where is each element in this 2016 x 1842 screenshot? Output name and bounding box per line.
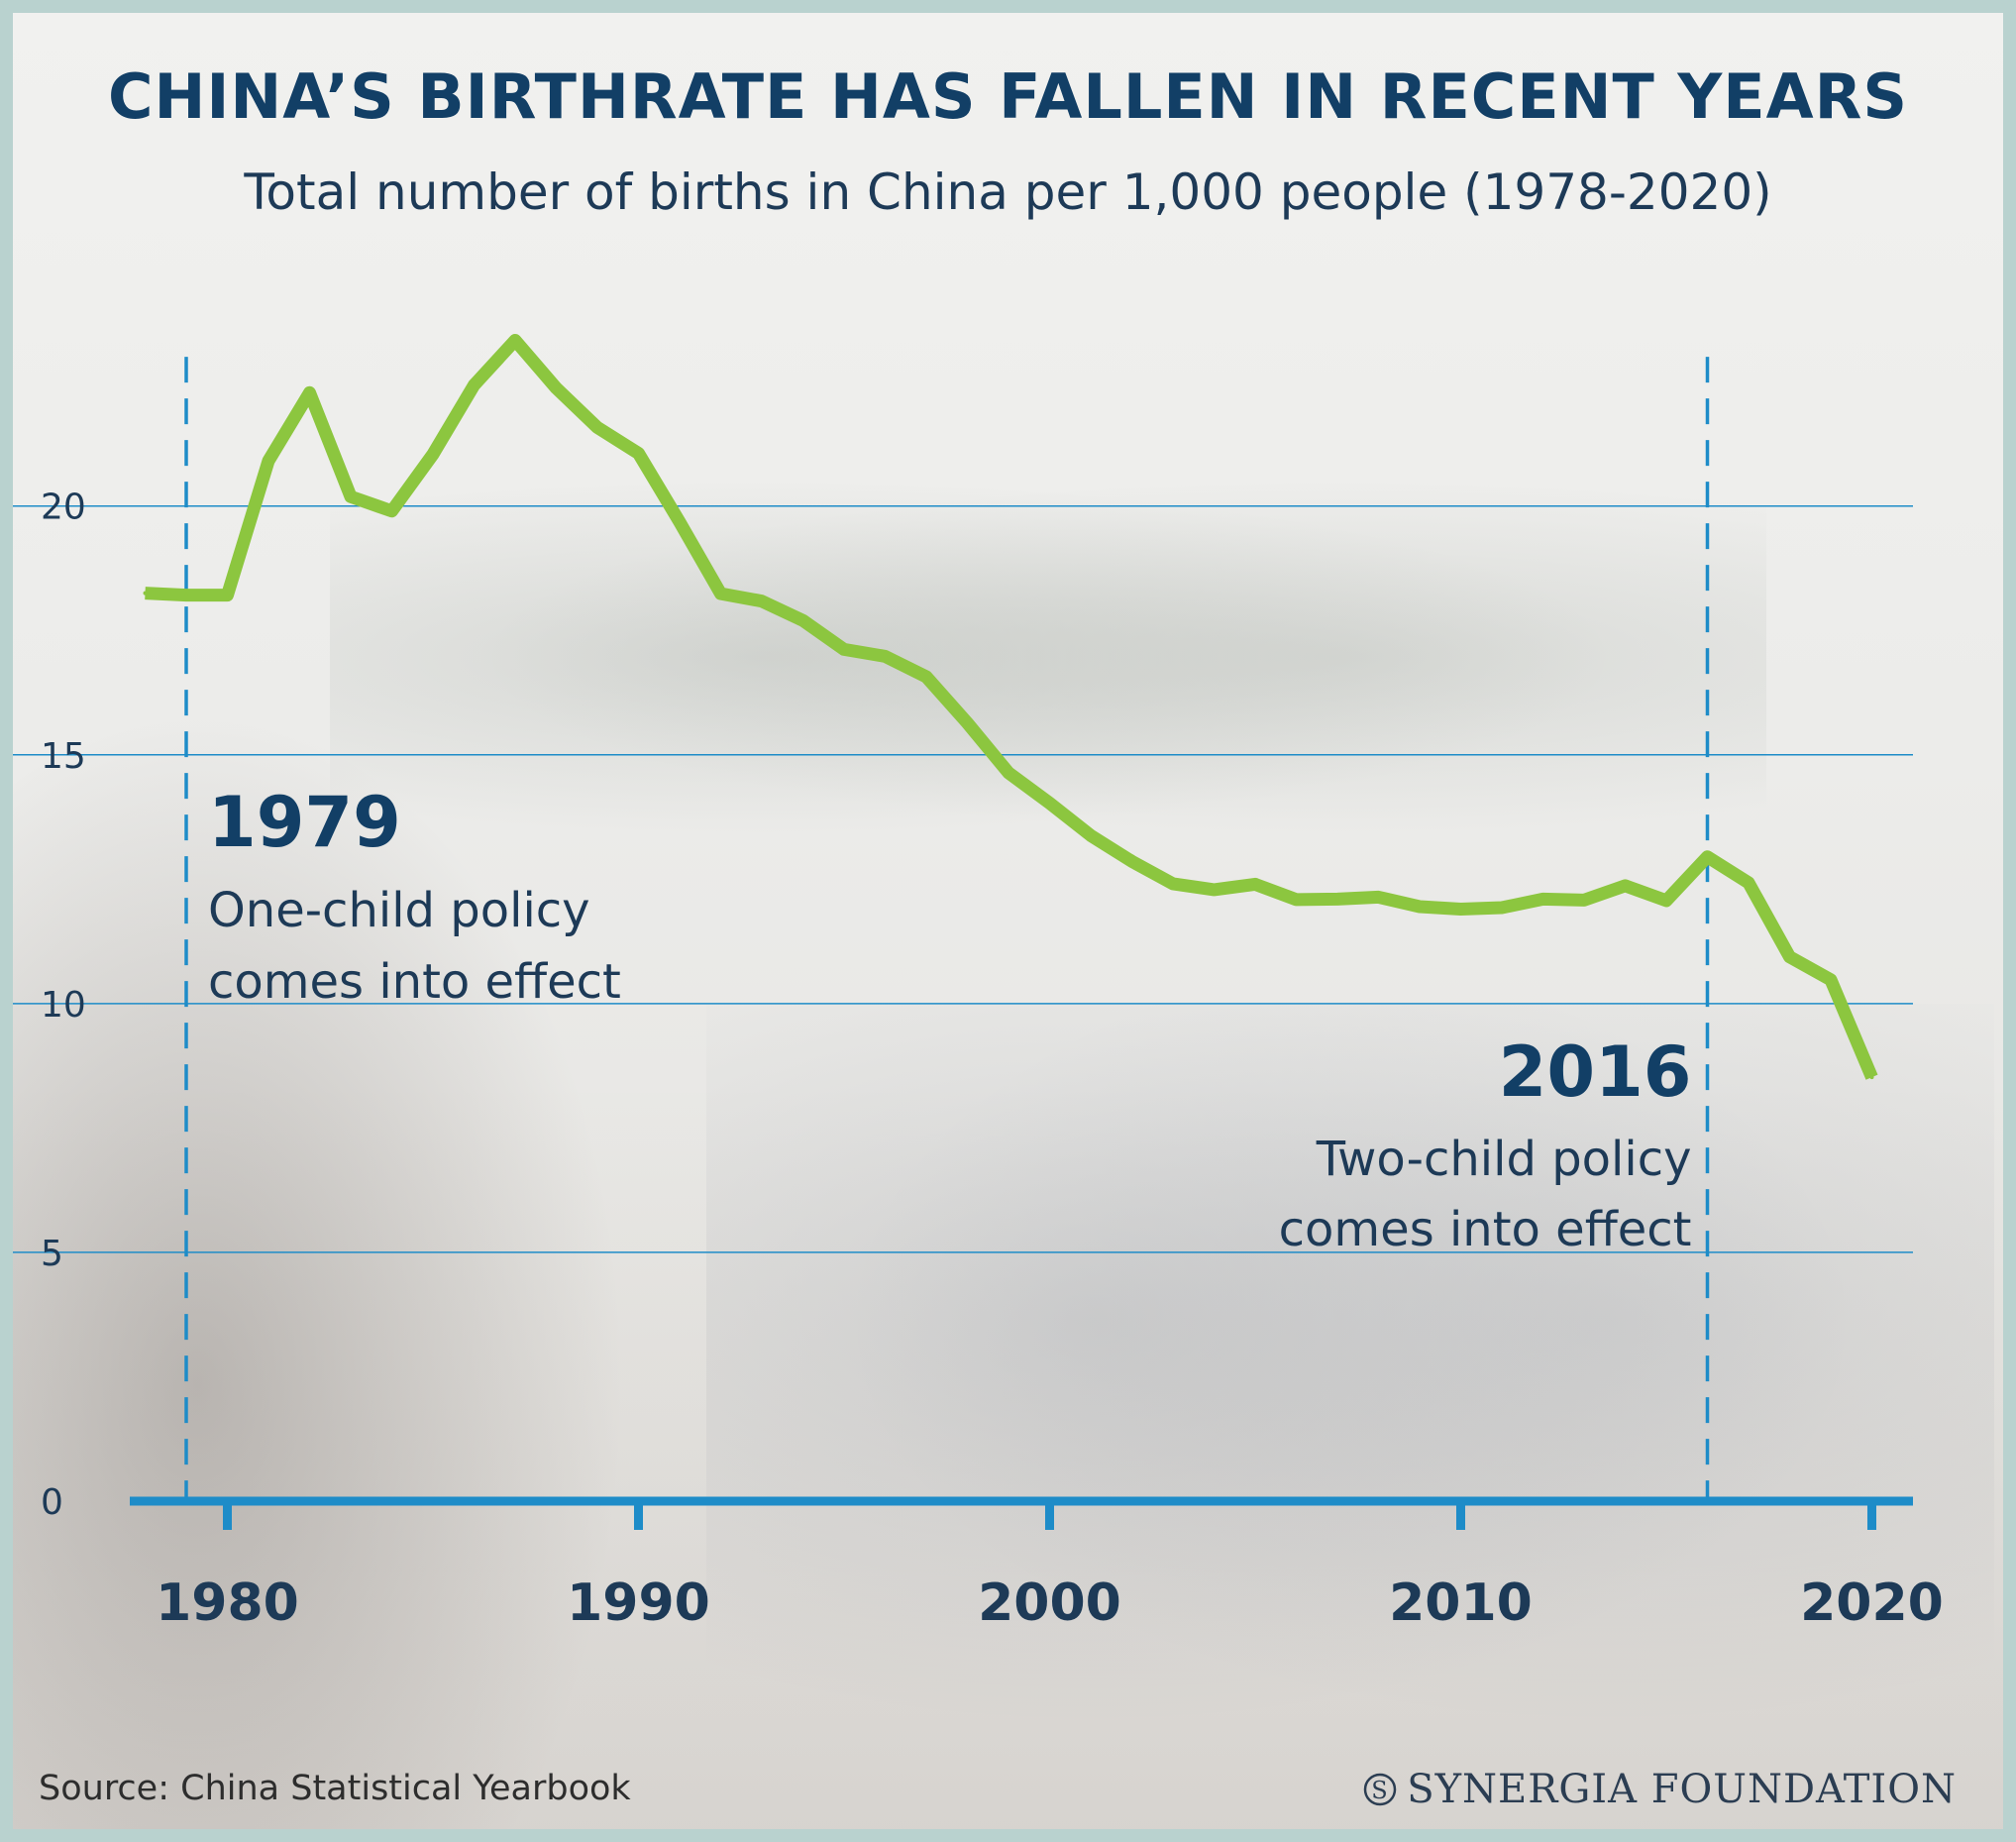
data-point-2010	[1458, 907, 1463, 912]
data-point-2001	[1089, 833, 1093, 838]
data-point-2016	[1705, 854, 1710, 859]
data-point-1980	[225, 593, 230, 597]
data-point-2015	[1664, 898, 1668, 903]
data-point-1978	[143, 591, 148, 596]
x-tick-label-1980: 1980	[156, 1573, 299, 1633]
data-point-2020	[1869, 1075, 1874, 1080]
data-point-1996	[883, 654, 888, 659]
data-point-1981	[266, 459, 270, 464]
data-point-2004	[1212, 887, 1217, 892]
source-note: Source: China Statistical Yearbook	[39, 1769, 631, 1808]
data-point-2003	[1171, 881, 1175, 886]
data-point-1997	[924, 674, 928, 679]
data-point-2000	[1047, 801, 1052, 806]
data-point-1993	[760, 598, 764, 603]
data-point-2006	[1294, 897, 1299, 902]
y-tick-label-10: 10	[41, 985, 86, 1026]
annotation-text-2016-1: Two-child policy	[1316, 1132, 1692, 1187]
x-tick-label-1990: 1990	[567, 1573, 710, 1633]
data-point-2009	[1418, 904, 1422, 909]
data-point-1988	[554, 385, 559, 390]
data-point-1998	[965, 720, 970, 725]
data-point-2013	[1582, 898, 1586, 903]
annotation-year-2016: 2016	[1499, 1031, 1692, 1113]
data-point-2008	[1376, 895, 1381, 900]
infographic-frame: CHINA’S BIRTHRATE HAS FALLEN IN RECENT Y…	[13, 13, 2003, 1829]
brand-mark: S SYNERGIA FOUNDATION	[1363, 1767, 1957, 1812]
data-point-2019	[1829, 977, 1833, 982]
data-point-1986	[472, 382, 477, 387]
brand-name: SYNERGIA FOUNDATION	[1407, 1767, 1957, 1812]
data-point-2011	[1500, 905, 1504, 910]
synergia-logo-icon: S	[1363, 1773, 1397, 1806]
x-tick-label-2010: 2010	[1389, 1573, 1533, 1633]
data-point-1987	[513, 338, 517, 343]
data-point-2012	[1540, 897, 1545, 902]
y-tick-label-0: 0	[41, 1482, 63, 1523]
y-tick-label-15: 15	[41, 736, 86, 777]
annotation-year-1979: 1979	[208, 782, 401, 863]
annotation-text-1979-2: comes into effect	[208, 954, 621, 1010]
x-tick-label-2000: 2000	[978, 1573, 1121, 1633]
data-point-1984	[389, 508, 394, 513]
data-point-2005	[1253, 882, 1257, 887]
data-point-2017	[1747, 880, 1751, 885]
data-point-2014	[1623, 883, 1628, 888]
data-point-2002	[1129, 859, 1134, 864]
data-point-1979	[184, 593, 188, 597]
birthrate-line-chart: 0 5 10 15 20 1980 1990 2000 2010 2020 1979 One-chil…	[13, 334, 1944, 1633]
data-point-2018	[1787, 954, 1792, 959]
chart-subtitle: Total number of births in China per 1,00…	[244, 163, 1772, 221]
data-point-1994	[800, 618, 805, 623]
y-tick-label-5: 5	[41, 1234, 63, 1274]
data-point-1983	[349, 494, 353, 499]
data-point-1995	[842, 647, 846, 652]
data-point-2007	[1335, 897, 1339, 902]
data-point-1989	[595, 425, 599, 430]
data-point-1985	[431, 452, 435, 457]
x-tick-label-2020: 2020	[1800, 1573, 1944, 1633]
chart-title: CHINA’S BIRTHRATE HAS FALLEN IN RECENT Y…	[107, 60, 1909, 133]
data-point-1990	[636, 451, 641, 456]
data-point-1999	[1007, 770, 1010, 775]
annotation-text-2016-2: comes into effect	[1279, 1202, 1692, 1257]
data-point-1992	[718, 592, 723, 596]
data-point-1982	[307, 390, 312, 395]
annotation-text-1979-1: One-child policy	[208, 883, 590, 938]
svg-text:S: S	[1371, 1777, 1388, 1804]
y-tick-label-20: 20	[41, 488, 86, 528]
data-point-1991	[678, 519, 682, 524]
